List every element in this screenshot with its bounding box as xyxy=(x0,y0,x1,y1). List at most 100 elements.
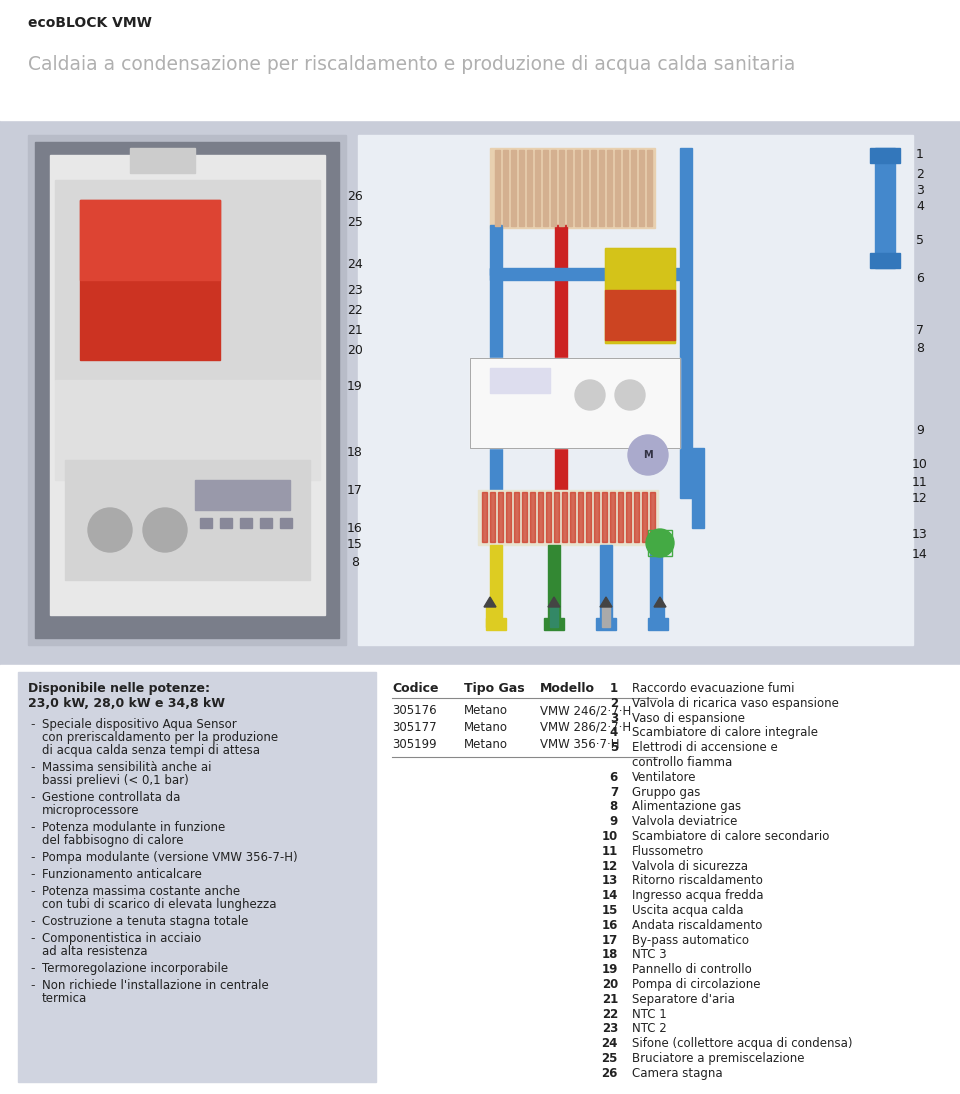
Text: del fabbisogno di calore: del fabbisogno di calore xyxy=(42,834,183,847)
Bar xyxy=(680,148,692,498)
Text: Potenza massima costante anche: Potenza massima costante anche xyxy=(42,885,240,898)
Text: 10: 10 xyxy=(912,457,928,470)
Bar xyxy=(548,545,560,625)
Text: -: - xyxy=(30,868,35,881)
Text: Vaso di espansione: Vaso di espansione xyxy=(632,711,745,724)
Bar xyxy=(559,150,564,226)
Text: Ritorno riscaldamento: Ritorno riscaldamento xyxy=(632,874,763,887)
Bar xyxy=(650,492,655,542)
Text: 23: 23 xyxy=(602,1023,618,1035)
Bar xyxy=(28,135,346,645)
Text: 12: 12 xyxy=(602,860,618,873)
Text: ad alta resistenza: ad alta resistenza xyxy=(42,945,148,958)
Bar xyxy=(530,492,535,542)
Text: Funzionamento anticalcare: Funzionamento anticalcare xyxy=(42,868,202,881)
Text: 26: 26 xyxy=(348,189,363,202)
Text: Massima sensibilità anche ai: Massima sensibilità anche ai xyxy=(42,761,211,773)
Text: 6: 6 xyxy=(916,271,924,284)
Text: 7: 7 xyxy=(610,785,618,799)
Text: 21: 21 xyxy=(602,992,618,1005)
Text: 17: 17 xyxy=(602,933,618,946)
Bar xyxy=(478,490,658,545)
Bar xyxy=(575,150,580,226)
Bar xyxy=(626,492,631,542)
Text: 9: 9 xyxy=(610,815,618,828)
Bar xyxy=(586,492,591,542)
Text: 20: 20 xyxy=(348,344,363,357)
Text: 19: 19 xyxy=(602,963,618,976)
Text: con tubi di scarico di elevata lunghezza: con tubi di scarico di elevata lunghezza xyxy=(42,898,276,911)
Text: Pompa di circolazione: Pompa di circolazione xyxy=(632,978,760,991)
Bar xyxy=(555,225,567,505)
Text: Modello: Modello xyxy=(540,682,595,695)
Text: Non richiede l'installazione in centrale: Non richiede l'installazione in centrale xyxy=(42,979,269,992)
Text: di acqua calda senza tempi di attesa: di acqua calda senza tempi di attesa xyxy=(42,744,260,757)
Text: Bruciatore a premiscelazione: Bruciatore a premiscelazione xyxy=(632,1052,804,1064)
Bar xyxy=(490,268,502,538)
Circle shape xyxy=(143,508,187,552)
Bar xyxy=(490,545,502,625)
Bar xyxy=(486,607,494,627)
Bar xyxy=(240,517,252,528)
Text: -: - xyxy=(30,791,35,804)
Text: -: - xyxy=(30,962,35,975)
Text: 11: 11 xyxy=(912,476,928,489)
Bar xyxy=(490,225,502,275)
Text: 22: 22 xyxy=(602,1008,618,1021)
Text: 8: 8 xyxy=(916,341,924,354)
Bar xyxy=(220,517,232,528)
Text: Separatore d'aria: Separatore d'aria xyxy=(632,992,734,1005)
Bar xyxy=(55,181,320,380)
Text: 2: 2 xyxy=(916,168,924,182)
Text: 305199: 305199 xyxy=(392,738,437,750)
Bar xyxy=(519,150,524,226)
Bar xyxy=(0,665,960,1094)
Bar xyxy=(35,142,339,638)
Bar xyxy=(570,492,575,542)
Text: -: - xyxy=(30,915,35,928)
Text: -: - xyxy=(30,761,35,773)
Text: -: - xyxy=(30,932,35,945)
Text: Gruppo gas: Gruppo gas xyxy=(632,785,701,799)
Bar xyxy=(55,380,320,480)
Text: NTC 2: NTC 2 xyxy=(632,1023,667,1035)
Bar xyxy=(550,607,558,627)
Bar xyxy=(605,248,675,344)
Text: -: - xyxy=(30,885,35,898)
Bar xyxy=(490,368,550,393)
Bar xyxy=(543,150,548,226)
Bar xyxy=(80,200,220,280)
Circle shape xyxy=(628,435,668,475)
Text: 13: 13 xyxy=(912,527,928,540)
Text: Potenza modulante in funzione: Potenza modulante in funzione xyxy=(42,820,226,834)
Text: 25: 25 xyxy=(602,1052,618,1064)
Text: VMW 356·7·H: VMW 356·7·H xyxy=(540,738,619,750)
Bar xyxy=(648,529,672,556)
Text: 24: 24 xyxy=(348,257,363,270)
Text: 3: 3 xyxy=(916,185,924,198)
Text: -: - xyxy=(30,718,35,731)
Text: -: - xyxy=(30,851,35,864)
Text: 18: 18 xyxy=(348,445,363,458)
Text: 305177: 305177 xyxy=(392,721,437,734)
Text: con preriscaldamento per la produzione: con preriscaldamento per la produzione xyxy=(42,731,278,744)
Text: 10: 10 xyxy=(602,830,618,843)
Text: Raccordo evacuazione fumi: Raccordo evacuazione fumi xyxy=(632,682,795,695)
Bar xyxy=(639,150,644,226)
Bar xyxy=(130,148,195,173)
Bar xyxy=(514,492,519,542)
Polygon shape xyxy=(484,597,496,607)
Text: Disponibile nelle potenze:: Disponibile nelle potenze: xyxy=(28,682,210,695)
Text: Caldaia a condensazione per riscaldamento e produzione di acqua calda sanitaria: Caldaia a condensazione per riscaldament… xyxy=(28,55,796,74)
Text: Pompa modulante (versione VMW 356-7-H): Pompa modulante (versione VMW 356-7-H) xyxy=(42,851,298,864)
Text: 8: 8 xyxy=(610,801,618,814)
Text: Scambiatore di calore integrale: Scambiatore di calore integrale xyxy=(632,726,818,740)
Text: Valvola di sicurezza: Valvola di sicurezza xyxy=(632,860,748,873)
Text: 6: 6 xyxy=(610,771,618,783)
Text: bassi prelievi (< 0,1 bar): bassi prelievi (< 0,1 bar) xyxy=(42,773,189,787)
Text: 23,0 kW, 28,0 kW e 34,8 kW: 23,0 kW, 28,0 kW e 34,8 kW xyxy=(28,697,225,710)
Bar xyxy=(358,135,913,645)
Bar xyxy=(596,618,616,630)
Text: Speciale dispositivo Aqua Sensor: Speciale dispositivo Aqua Sensor xyxy=(42,718,237,731)
Bar xyxy=(527,150,532,226)
